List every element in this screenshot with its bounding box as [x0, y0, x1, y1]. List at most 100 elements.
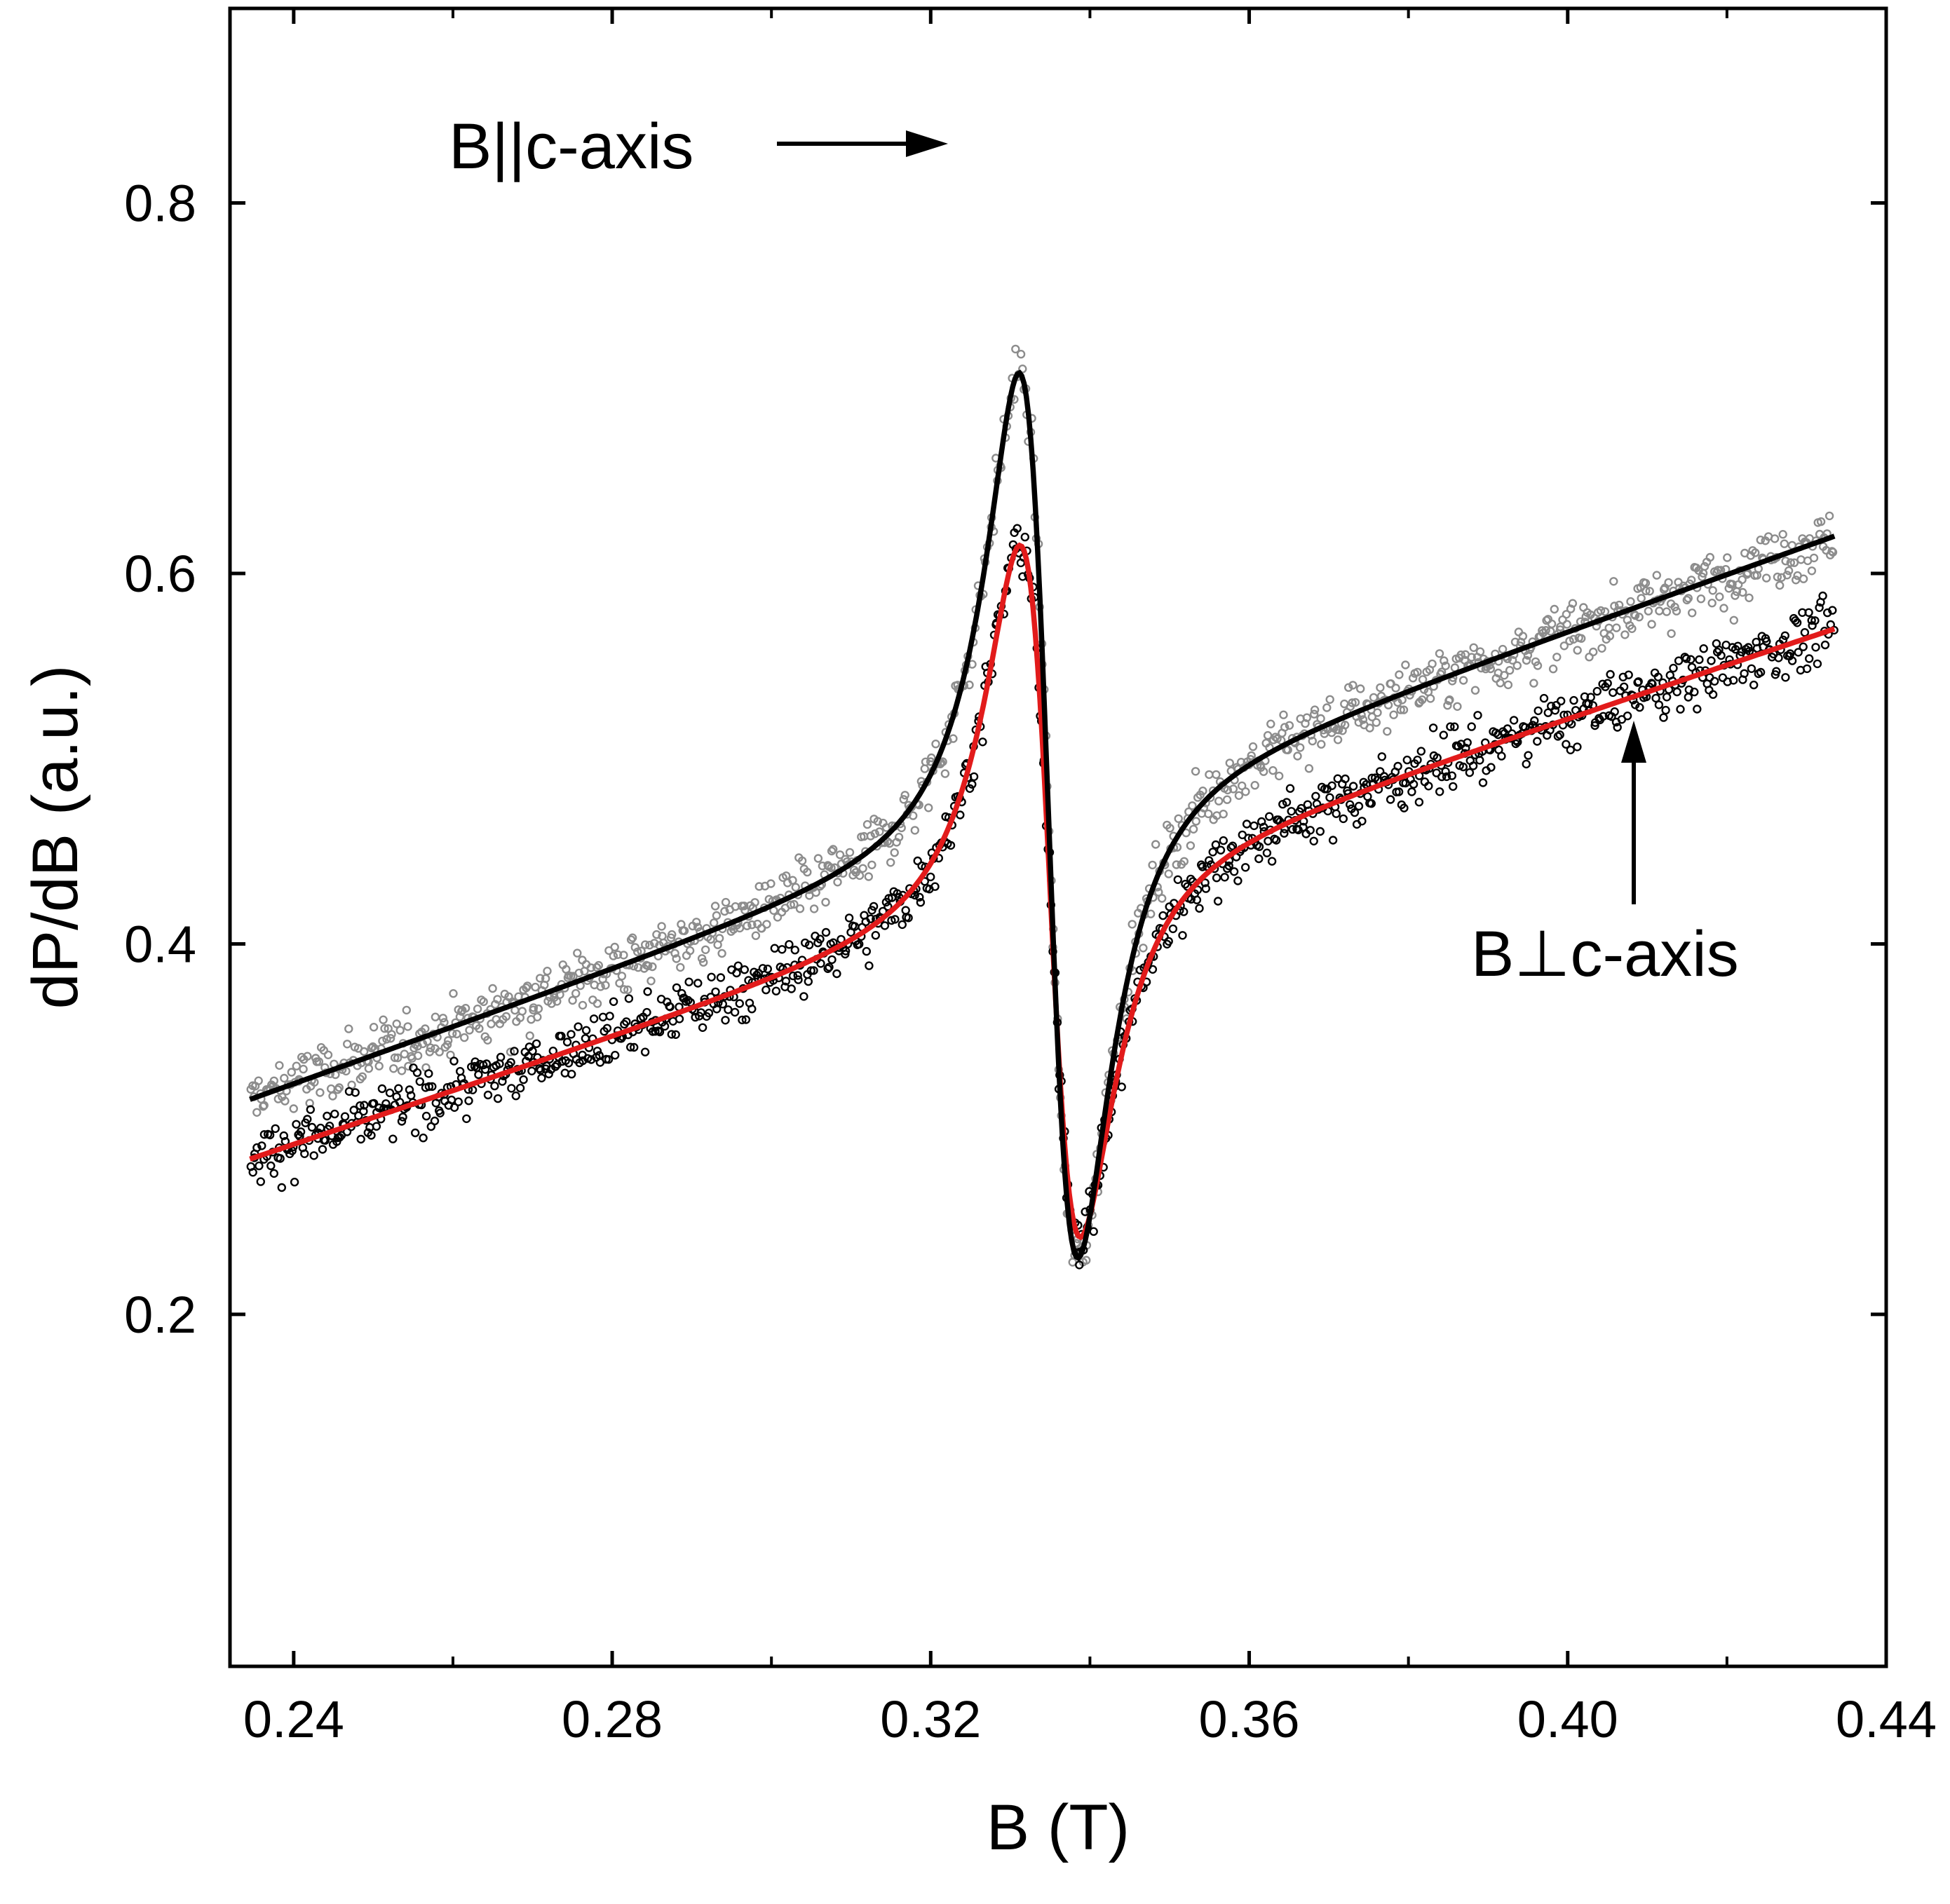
data-point-b-perp-c	[1409, 780, 1419, 789]
data-point-b-perp-c	[1446, 722, 1455, 731]
data-point-b-perp-c	[456, 1066, 465, 1076]
data-point-b-perp-c	[1264, 812, 1274, 821]
data-point-b-parallel-c	[1641, 586, 1651, 596]
data-point-b-parallel-c	[316, 1088, 325, 1097]
data-point-b-parallel-c	[1470, 686, 1480, 695]
data-point-b-parallel-c	[864, 872, 874, 881]
data-point-b-perp-c	[785, 939, 794, 949]
data-point-b-perp-c	[898, 920, 907, 930]
data-point-b-parallel-c	[835, 850, 845, 859]
data-point-b-parallel-c	[555, 990, 564, 1000]
data-point-b-perp-c	[1181, 879, 1190, 889]
data-point-b-perp-c	[1828, 606, 1837, 615]
data-point-b-parallel-c	[314, 1057, 324, 1066]
data-point-b-parallel-c	[1309, 709, 1319, 719]
data-point-b-perp-c	[1807, 616, 1816, 625]
data-point-b-perp-c	[698, 1023, 707, 1033]
data-point-b-perp-c	[771, 986, 781, 995]
data-point-b-perp-c	[292, 1120, 301, 1129]
data-point-b-parallel-c	[1514, 627, 1524, 637]
annotation-b-parallel-c-label: B||c-axis	[449, 111, 693, 182]
data-point-b-perp-c	[1503, 724, 1512, 733]
data-point-b-parallel-c	[791, 883, 801, 892]
data-point-b-parallel-c	[1496, 679, 1505, 688]
data-point-b-parallel-c	[1440, 656, 1449, 665]
data-point-b-parallel-c	[1700, 562, 1709, 571]
data-point-b-perp-c	[804, 977, 813, 986]
data-point-b-parallel-c	[1458, 676, 1468, 685]
data-point-b-parallel-c	[1302, 713, 1312, 722]
data-point-b-perp-c	[823, 964, 832, 974]
data-point-b-parallel-c	[1373, 708, 1382, 717]
annotation-b-perp-c-label: B⊥c-axis	[1471, 918, 1739, 990]
data-point-b-parallel-c	[827, 846, 837, 856]
data-point-b-parallel-c	[1630, 611, 1640, 620]
data-point-b-perp-c	[1282, 798, 1292, 807]
data-point-b-perp-c	[827, 955, 837, 965]
data-point-b-perp-c	[862, 946, 872, 956]
data-point-b-parallel-c	[1428, 659, 1437, 669]
data-point-b-perp-c	[1414, 797, 1424, 807]
data-point-b-perp-c	[707, 972, 716, 982]
x-tick-label: 0.40	[1517, 1690, 1618, 1748]
axis-ticks	[230, 8, 1888, 1666]
data-point-b-parallel-c	[1684, 594, 1693, 603]
data-point-b-perp-c	[1220, 873, 1229, 882]
data-point-b-parallel-c	[1372, 718, 1381, 727]
data-point-b-parallel-c	[488, 984, 497, 993]
data-point-b-parallel-c	[927, 753, 936, 763]
data-point-b-parallel-c	[1273, 734, 1282, 744]
fit-line-b-perp-c	[249, 542, 1836, 1241]
data-point-b-perp-c	[574, 1022, 583, 1031]
data-point-b-perp-c	[1590, 721, 1599, 730]
data-point-b-parallel-c	[479, 997, 488, 1007]
data-point-b-perp-c	[536, 1066, 546, 1075]
data-point-b-parallel-c	[1780, 539, 1789, 548]
data-point-b-parallel-c	[1426, 694, 1435, 703]
data-point-b-parallel-c	[299, 1064, 308, 1074]
x-tick-label: 0.28	[562, 1690, 663, 1748]
data-point-b-perp-c	[398, 1113, 407, 1122]
data-point-b-parallel-c	[367, 1043, 376, 1053]
data-point-b-parallel-c	[438, 1014, 447, 1023]
data-point-b-perp-c	[624, 994, 634, 1003]
data-point-b-parallel-c	[1569, 634, 1578, 644]
data-point-b-perp-c	[271, 1124, 280, 1134]
data-point-b-parallel-c	[1782, 571, 1792, 580]
data-point-b-parallel-c	[641, 940, 650, 949]
data-point-b-parallel-c	[1186, 841, 1196, 850]
data-point-b-perp-c	[672, 983, 682, 993]
data-point-b-parallel-c	[633, 963, 643, 972]
data-point-b-parallel-c	[319, 1046, 328, 1055]
data-point-b-parallel-c	[343, 1040, 352, 1049]
data-point-b-parallel-c	[875, 827, 884, 836]
data-point-b-parallel-c	[1707, 599, 1717, 608]
data-point-b-parallel-c	[358, 1072, 367, 1082]
data-point-b-perp-c	[1509, 716, 1519, 725]
data-point-b-perp-c	[1173, 875, 1183, 885]
data-point-b-perp-c	[1435, 787, 1444, 796]
data-point-b-perp-c	[930, 882, 940, 891]
data-point-b-perp-c	[1497, 752, 1506, 761]
data-point-b-perp-c	[1332, 809, 1341, 818]
data-point-b-parallel-c	[303, 1052, 312, 1061]
data-point-b-perp-c	[1552, 700, 1561, 710]
data-point-b-parallel-c	[1652, 571, 1662, 580]
data-point-b-perp-c	[1341, 774, 1350, 784]
data-point-b-parallel-c	[858, 864, 867, 873]
data-point-b-parallel-c	[751, 931, 761, 940]
data-point-b-perp-c	[1463, 738, 1472, 747]
data-point-b-perp-c	[1662, 693, 1672, 702]
data-point-b-perp-c	[1467, 722, 1476, 731]
scatter-b-parallel-c	[246, 344, 1838, 1267]
data-point-b-parallel-c	[440, 1018, 449, 1027]
data-point-b-perp-c	[1441, 767, 1450, 776]
data-point-b-perp-c	[696, 1008, 705, 1017]
data-point-b-parallel-c	[1322, 703, 1332, 712]
data-point-b-parallel-c	[845, 848, 855, 857]
data-point-b-parallel-c	[965, 680, 974, 690]
data-point-b-parallel-c	[473, 1004, 482, 1014]
data-point-b-perp-c	[1424, 782, 1433, 791]
data-point-b-parallel-c	[573, 948, 582, 958]
